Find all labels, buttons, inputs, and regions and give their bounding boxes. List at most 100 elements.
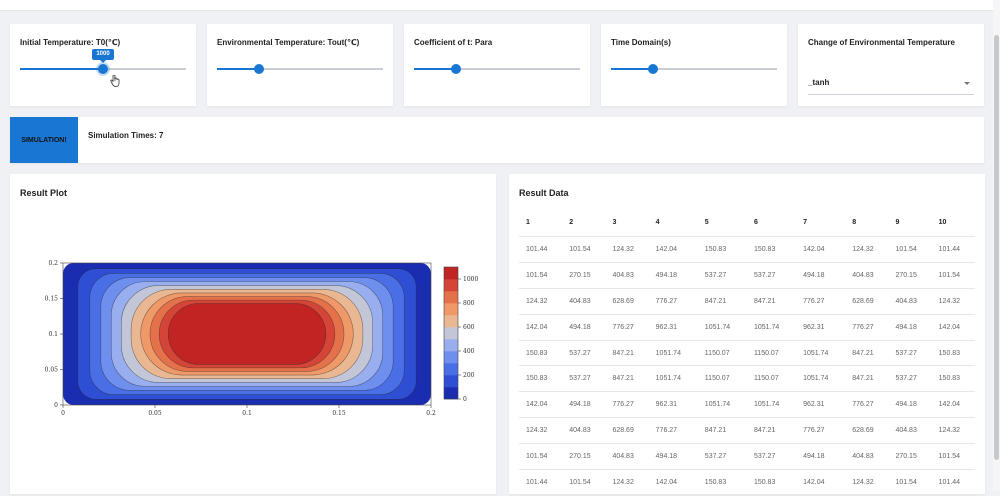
table-cell: 494.18	[796, 262, 846, 289]
scrollbar-thumb[interactable]	[994, 35, 999, 460]
y-tick-label: 0.05	[45, 367, 59, 374]
column-header: 7	[796, 209, 846, 237]
column-header: 9	[888, 209, 932, 237]
time-domain-slider[interactable]	[611, 64, 777, 74]
slider-track-fill	[20, 68, 103, 70]
table-cell: 1150.07	[697, 340, 747, 367]
table-cell: 270.15	[562, 262, 606, 289]
hand-cursor-icon	[110, 75, 120, 87]
page-scrollbar[interactable]	[993, 0, 1000, 491]
slider-thumb[interactable]	[647, 64, 658, 74]
table-cell: 494.18	[562, 391, 606, 419]
table-cell: 494.18	[888, 391, 932, 419]
table-cell: 124.32	[605, 469, 649, 496]
table-cell: 776.27	[796, 288, 846, 315]
environmental-temperature-label: Environmental Temperature: Tout(℃)	[217, 38, 360, 47]
table-row: 150.83 537.27 847.21 1051.74 1150.07 1150.07 1…	[519, 340, 975, 367]
table-cell: 962.31	[796, 314, 846, 341]
table-cell: 101.44	[931, 236, 975, 263]
table-row: 142.04 494.18 776.27 962.31 1051.74 1051.74 96…	[519, 314, 975, 341]
environment-change-label: Change of Environmental Temperature	[808, 38, 955, 47]
column-header: 5	[697, 209, 747, 237]
table-cell: 494.18	[796, 443, 846, 471]
colorbar-segment	[444, 315, 458, 328]
table-row: 101.54 270.15 404.83 494.18 537.27 537.27 494.…	[519, 443, 975, 471]
colorbar-segment	[444, 351, 458, 364]
table-cell: 404.83	[888, 288, 932, 315]
contour-band	[167, 303, 327, 365]
result-data-table: 1 2 3 4 5 6 7 8 9 10 101.44 101.54 124.32 142.04 150.…	[519, 209, 975, 496]
column-header: 3	[605, 209, 649, 237]
table-cell: 150.83	[697, 236, 747, 263]
environment-change-select[interactable]: _tanh	[808, 72, 974, 95]
table-cell: 1150.07	[746, 365, 797, 393]
slider-thumb[interactable]	[253, 64, 264, 74]
table-cell: 124.32	[931, 288, 975, 315]
table-cell: 150.83	[931, 340, 975, 367]
colorbar-segment	[444, 303, 458, 316]
table-cell: 962.31	[648, 314, 698, 341]
simulation-bar: SIMULATION! Simulation Times: 7	[10, 117, 984, 163]
environmental-temperature-slider[interactable]	[217, 64, 383, 74]
table-cell: 537.27	[697, 443, 747, 471]
slider-track-fill	[217, 68, 259, 70]
table-cell: 101.54	[562, 469, 606, 496]
colorbar-segment	[444, 279, 458, 292]
colorbar-frame	[443, 266, 459, 400]
table-cell: 1051.74	[746, 391, 797, 419]
table-cell: 404.83	[605, 262, 649, 289]
table-cell: 537.27	[562, 340, 606, 367]
table-cell: 1051.74	[648, 365, 698, 393]
table-cell: 101.44	[519, 469, 563, 496]
table-cell: 142.04	[648, 469, 698, 496]
table-cell: 101.54	[519, 443, 563, 471]
contour-plot: 0 0.05 0.1 0.15 0.2 0 0.05 0.1 0.15 0.2 0 200 400 600…	[45, 260, 479, 417]
table-row: 101.54 270.15 404.83 494.18 537.27 537.27 494.…	[519, 262, 975, 289]
result-data-title: Result Data	[519, 188, 569, 198]
table-cell: 101.54	[519, 262, 563, 289]
table-cell: 270.15	[888, 262, 932, 289]
x-tick-label: 0.2	[426, 410, 436, 417]
table-cell: 124.32	[845, 236, 889, 263]
column-header: 4	[648, 209, 698, 237]
table-row: 124.32 404.83 628.69 776.27 847.21 847.21 776.…	[519, 417, 975, 445]
colorbar-tick-label: 600	[463, 324, 475, 331]
table-cell: 404.83	[562, 288, 606, 315]
table-cell: 776.27	[648, 288, 698, 315]
slider-value-label: 1000	[92, 49, 114, 63]
table-cell: 150.83	[519, 365, 563, 393]
table-cell: 270.15	[562, 443, 606, 471]
slider-thumb[interactable]	[450, 64, 461, 74]
table-cell: 101.54	[888, 469, 932, 496]
simulation-button[interactable]: SIMULATION!	[10, 117, 78, 163]
colorbar-tick-label: 800	[463, 300, 475, 307]
table-cell: 124.32	[519, 417, 563, 445]
table-cell: 101.54	[931, 443, 975, 471]
table-cell: 537.27	[746, 443, 797, 471]
control-card-environment-change: Change of Environmental Temperature _tan…	[798, 24, 984, 106]
colorbar-tick-label: 200	[463, 372, 475, 379]
coefficient-slider[interactable]	[414, 64, 580, 74]
x-tick-label: 0.1	[242, 410, 252, 417]
top-app-bar	[0, 0, 1000, 11]
column-header: 8	[845, 209, 889, 237]
table-cell: 142.04	[931, 391, 975, 419]
slider-thumb[interactable]	[98, 64, 108, 74]
slider-track-fill	[414, 68, 456, 70]
colorbar-tick-label: 1000	[463, 276, 478, 283]
control-card-environmental-temperature: Environmental Temperature: Tout(℃)	[207, 24, 393, 106]
table-cell: 1051.74	[648, 340, 698, 367]
table-cell: 776.27	[605, 314, 649, 341]
table-cell: 1150.07	[746, 340, 797, 367]
table-cell: 494.18	[562, 314, 606, 341]
control-card-time-domain: Time Domain(s)	[601, 24, 787, 106]
table-cell: 537.27	[562, 365, 606, 393]
initial-temperature-slider[interactable]: 1000	[20, 49, 186, 76]
table-cell: 847.21	[845, 340, 889, 367]
table-cell: 142.04	[796, 236, 846, 263]
colorbar-segment	[444, 291, 458, 304]
table-header-row: 1 2 3 4 5 6 7 8 9 10	[519, 209, 975, 237]
result-data-card: Result Data 1 2 3 4 5 6 7 8 9 10 101.44 101.54 124.…	[509, 174, 985, 496]
table-cell: 628.69	[845, 417, 889, 445]
table-cell: 1051.74	[697, 314, 747, 341]
